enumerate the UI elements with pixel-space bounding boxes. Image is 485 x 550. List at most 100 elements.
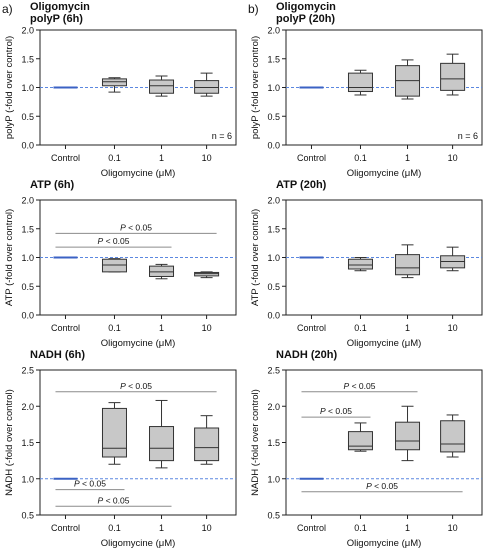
y-tick-label: 2.0 [21, 196, 34, 206]
y-tick-label: 1.0 [267, 253, 280, 263]
y-axis-label: ATP (-fold over control) [4, 209, 15, 306]
box-iqr [395, 421, 421, 451]
y-tick-label: 0.5 [21, 511, 34, 521]
box-10 [194, 271, 220, 279]
chart-5: NADH (20h) 0.5 1.0 1.5 2.0 2.5 NADH (-fold ove… [250, 349, 483, 549]
x-tick-label: 1 [405, 153, 410, 163]
y-tick-label: 2.0 [21, 26, 34, 36]
y-tick-label: 1.5 [267, 438, 280, 448]
chart-title: ATP (20h) [276, 179, 327, 191]
significance-label: P < 0.05 [320, 406, 352, 416]
significance-rest: < 0.05 [103, 495, 130, 505]
x-tick-label: 1 [159, 153, 164, 163]
x-tick-label: 10 [202, 523, 212, 533]
chart-title: ATP (6h) [30, 179, 75, 191]
significance-rest: < 0.05 [372, 481, 399, 491]
x-tick-label: 1 [159, 523, 164, 533]
significance-rest: < 0.05 [80, 479, 107, 489]
x-tick-label: 1 [405, 323, 410, 333]
y-tick-label: 0.5 [21, 112, 34, 122]
x-axis-label: Oligomycine (μM) [101, 338, 176, 349]
y-tick-label: 2.0 [267, 402, 280, 412]
box-iqr [101, 258, 127, 273]
box-10 [194, 72, 220, 97]
x-tick-label: 10 [448, 323, 458, 333]
significance-p: P [320, 406, 326, 416]
y-tick-label: 1.5 [267, 54, 280, 64]
box-iqr [395, 254, 421, 276]
sample-size-annotation: n = 6 [458, 131, 478, 141]
x-tick-label: 10 [448, 153, 458, 163]
box-1 [395, 59, 421, 100]
y-tick-label: 1.5 [21, 224, 34, 234]
chart-title: polyP (6h) [30, 13, 83, 25]
significance-label: P < 0.05 [120, 381, 152, 391]
box-1 [395, 244, 421, 279]
y-tick-label: 0.0 [21, 311, 34, 321]
box-1 [149, 399, 175, 469]
x-tick-label: Control [297, 523, 326, 533]
x-tick-label: 1 [405, 523, 410, 533]
x-axis-label: Oligomycine (μM) [101, 538, 176, 549]
chart-title: NADH (20h) [276, 349, 337, 361]
chart-title: Oligomycin [30, 1, 90, 13]
x-axis-label: Oligomycine (μM) [347, 538, 422, 549]
significance-rest: < 0.05 [103, 236, 130, 246]
box-0.1 [101, 77, 127, 93]
significance-label: P < 0.05 [74, 479, 106, 489]
x-tick-label: 10 [448, 523, 458, 533]
y-tick-label: 1.0 [21, 474, 34, 484]
significance-label: P < 0.05 [344, 381, 376, 391]
box-1 [149, 75, 175, 97]
y-tick-label: 1.0 [21, 83, 34, 93]
significance-p: P [120, 381, 126, 391]
chart-2: ATP (6h) 0.0 0.5 1.0 1.5 2.0 ATP (-fold over c… [4, 179, 237, 349]
y-tick-label: 1.0 [267, 83, 280, 93]
box-iqr [194, 80, 220, 94]
box-0.1 [347, 69, 373, 96]
x-tick-label: Control [51, 153, 80, 163]
y-tick-label: 2.0 [267, 26, 280, 36]
y-axis-label: NADH (-fold over control) [250, 389, 261, 496]
box-10 [440, 53, 466, 96]
x-tick-label: 0.1 [108, 153, 121, 163]
box-iqr [149, 79, 175, 94]
box-0.1 [347, 422, 373, 452]
significance-rest: < 0.05 [126, 222, 153, 232]
x-tick-label: Control [51, 523, 80, 533]
y-tick-label: 0.0 [267, 141, 280, 151]
x-tick-label: 0.1 [108, 523, 121, 533]
box-iqr [194, 427, 220, 462]
y-tick-label: 2.5 [267, 366, 280, 376]
box-iqr [149, 426, 175, 462]
significance-label: P < 0.05 [120, 222, 152, 232]
y-tick-label: 1.5 [21, 438, 34, 448]
significance-rest: < 0.05 [349, 381, 376, 391]
x-axis-label: Oligomycine (μM) [347, 338, 422, 349]
y-tick-label: 0.5 [21, 282, 34, 292]
y-tick-label: 1.5 [267, 224, 280, 234]
significance-p: P [366, 481, 372, 491]
y-axis-label: polyP (-fold over control) [4, 36, 15, 139]
chart-title: polyP (20h) [276, 13, 335, 25]
y-tick-label: 0.5 [267, 511, 280, 521]
significance-p: P [344, 381, 350, 391]
x-tick-label: 1 [159, 323, 164, 333]
y-tick-label: 0.0 [267, 311, 280, 321]
panel-letter-b: b) [248, 2, 259, 16]
box-0.1 [101, 258, 127, 273]
chart-title: NADH (6h) [30, 349, 85, 361]
y-axis-label: NADH (-fold over control) [4, 389, 15, 496]
x-tick-label: Control [297, 323, 326, 333]
y-tick-label: 2.5 [21, 366, 34, 376]
chart-4: NADH (6h) 0.5 1.0 1.5 2.0 2.5 NADH (-fold over… [4, 349, 237, 549]
y-axis-label: polyP (-fold over control) [250, 36, 261, 139]
significance-p: P [98, 236, 104, 246]
x-tick-label: 0.1 [354, 153, 367, 163]
x-tick-label: 10 [202, 323, 212, 333]
chart-3: ATP (20h) 0.0 0.5 1.0 1.5 2.0 ATP (-fold over … [250, 179, 483, 349]
significance-label: P < 0.05 [366, 481, 398, 491]
